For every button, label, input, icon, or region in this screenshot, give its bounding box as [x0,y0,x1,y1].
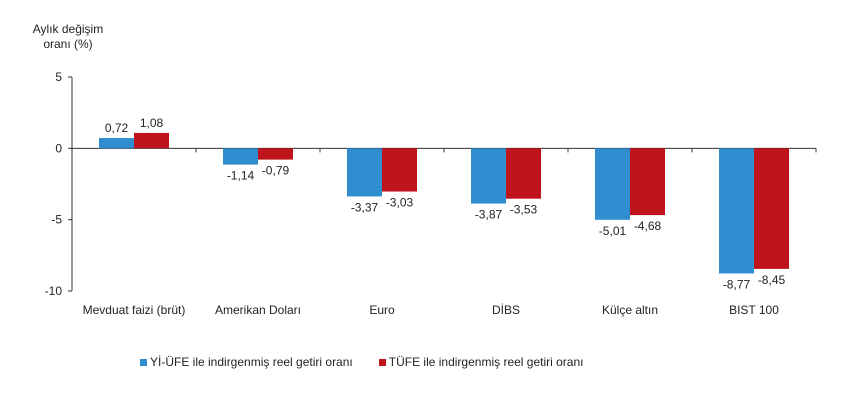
data-label: -4,68 [634,219,662,233]
x-tick-label: Euro [369,303,395,317]
y-tick-label: -5 [51,213,62,227]
data-label: -0,79 [262,164,290,178]
bar [347,148,382,197]
y-tick-label: -10 [45,284,63,298]
y-axis-title-line-2: oranı (%) [43,37,93,51]
x-tick-label: Amerikan Doları [215,303,301,317]
data-label: -8,45 [758,273,786,287]
bar [134,132,169,149]
x-tick-label: DİBS [492,303,520,317]
bar [99,138,134,149]
legend-swatch [140,359,147,367]
bar [382,148,417,192]
data-label: -8,77 [723,277,751,291]
y-axis-title-line-1: Aylık değişim [32,22,104,36]
data-label: -3,53 [510,203,538,217]
data-label: 0,72 [105,121,129,135]
legend-item-yi-ufe: Yİ-ÜFE ile indirgenmiş reel getiri oranı [140,355,353,369]
bar [630,148,665,216]
legend-label: TÜFE ile indirgenmiş reel getiri oranı [388,355,584,369]
legend-label: Yİ-ÜFE ile indirgenmiş reel getiri oranı [150,355,353,369]
data-label: -3,37 [351,200,379,214]
legend-swatch [378,359,386,367]
data-label: -1,14 [227,169,255,183]
y-axis-title: Aylık değişim oranı (%) [18,22,118,52]
y-tick-label: 0 [55,141,62,155]
x-tick-label: BIST 100 [729,303,779,317]
bar [719,148,754,274]
bar [506,148,541,199]
data-label: -3,03 [386,196,414,210]
bar [258,148,293,160]
legend: Yİ-ÜFE ile indirgenmiş reel getiri oranı… [140,355,584,369]
data-label: -5,01 [599,224,627,238]
bar [754,148,789,269]
data-label: 1,08 [140,116,164,130]
bar [223,148,258,165]
x-tick-label: Mevduat faizi (brüt) [83,303,186,317]
y-tick-label: 5 [55,70,62,84]
data-label: -3,87 [475,208,503,222]
bar [595,148,630,220]
x-tick-label: Külçe altın [602,303,658,317]
bar [471,148,506,204]
legend-item-tufe: TÜFE ile indirgenmiş reel getiri oranı [378,355,584,369]
